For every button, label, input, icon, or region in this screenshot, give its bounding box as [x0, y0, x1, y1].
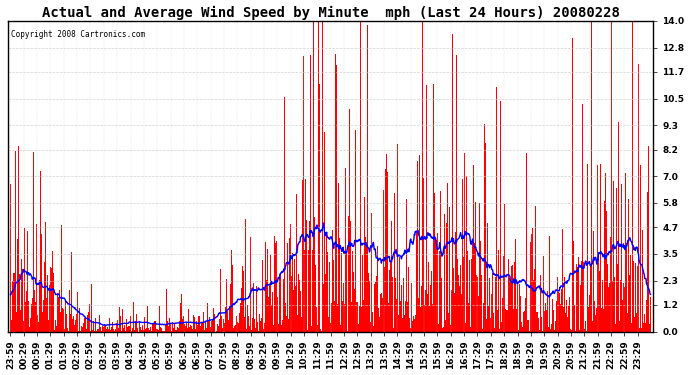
- Text: Copyright 2008 Cartronics.com: Copyright 2008 Cartronics.com: [12, 30, 146, 39]
- Title: Actual and Average Wind Speed by Minute  mph (Last 24 Hours) 20080228: Actual and Average Wind Speed by Minute …: [42, 6, 620, 20]
